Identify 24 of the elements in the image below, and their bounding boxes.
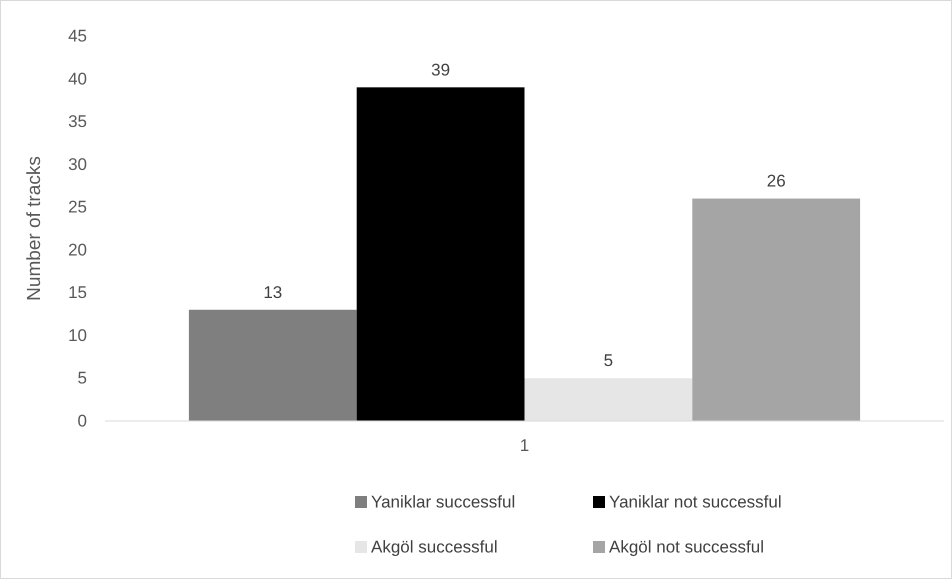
bar: [356, 87, 524, 421]
legend-label: Akgöl successful: [371, 538, 498, 556]
y-tick-label: 10: [68, 326, 87, 345]
bar: [188, 310, 357, 421]
bar: [524, 378, 692, 421]
y-tick-label: 30: [68, 154, 87, 174]
y-tick-label: 15: [68, 283, 87, 302]
y-tick-label: 45: [68, 26, 87, 46]
data-label: 26: [766, 172, 786, 191]
legend-label: Yaniklar not successful: [609, 492, 782, 512]
y-tick-label: 5: [78, 368, 87, 388]
y-axis-title: Number of tracks: [24, 156, 45, 301]
legend-label: Akgöl not successful: [609, 538, 764, 556]
y-tick-label: 35: [68, 112, 87, 132]
y-tick-label: 20: [68, 240, 87, 260]
data-label: 13: [263, 282, 282, 302]
x-tick-label: 1: [520, 436, 530, 455]
data-label: 5: [604, 351, 614, 370]
data-label: 39: [431, 60, 450, 80]
y-tick-label: 0: [78, 412, 87, 430]
legend-label: Yaniklar successful: [371, 492, 516, 512]
y-tick-label: 40: [68, 69, 87, 88]
bar: [692, 198, 860, 421]
y-tick-label: 25: [68, 198, 87, 217]
